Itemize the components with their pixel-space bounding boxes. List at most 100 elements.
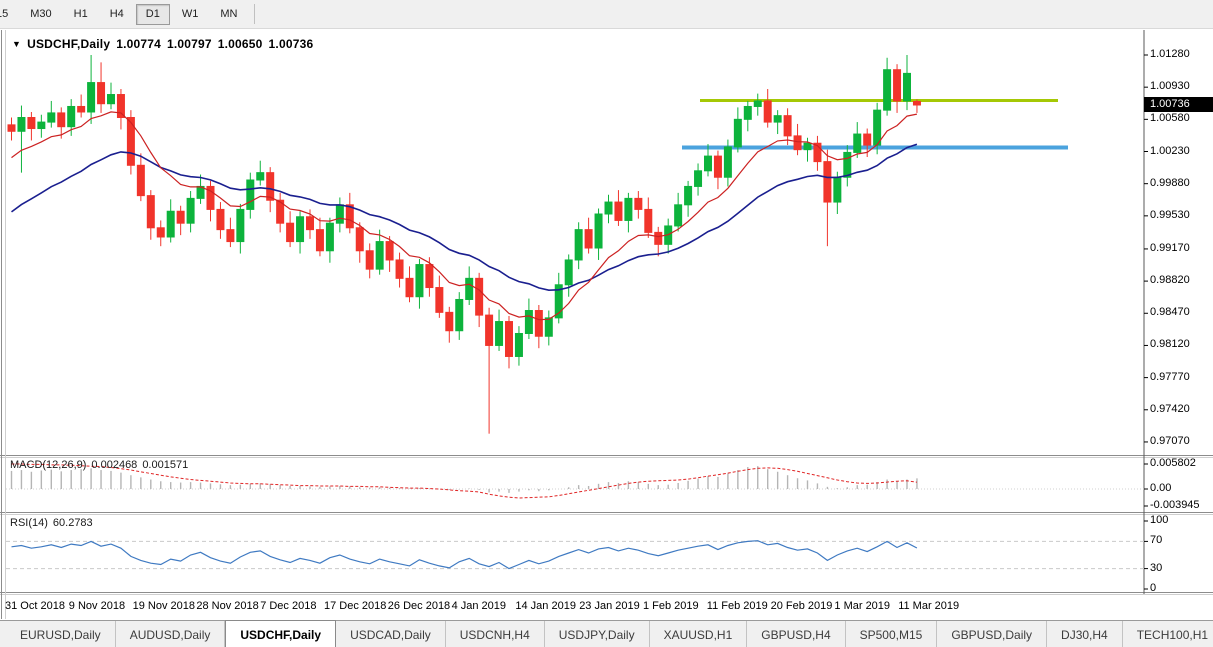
chart-tab-usdchf-daily[interactable]: USDCHF,Daily <box>225 620 337 647</box>
timeframe-button-w1[interactable]: W1 <box>181 8 199 20</box>
candle-body <box>116 94 125 119</box>
chart-header: ▼ USDCHF,Daily 1.00774 1.00797 1.00650 1… <box>12 37 313 51</box>
candle-body <box>713 155 722 178</box>
fast-moving-average-line[interactable] <box>11 111 918 321</box>
ohlc-open-value: 1.00774 <box>116 37 161 51</box>
chart-tab-dj30-h4[interactable]: DJ30,H4 <box>1047 621 1123 647</box>
candle-body <box>813 142 822 163</box>
candle-body <box>156 227 165 238</box>
chart-symbol-label: USDCHF,Daily <box>27 37 111 51</box>
candle-body <box>445 311 454 332</box>
candle-body <box>405 277 414 298</box>
candle-body <box>315 229 324 252</box>
chart-tab-tech100-h1[interactable]: TECH100,H1 <box>1123 621 1213 647</box>
price-axis-label: 0.99530 <box>1150 208 1190 221</box>
candle-body <box>395 259 404 279</box>
chart-tab-xauusd-h1[interactable]: XAUUSD,H1 <box>650 621 748 647</box>
candle-body <box>684 185 693 206</box>
chart-tab-sp500-m15[interactable]: SP500,M15 <box>846 621 938 647</box>
candle-body <box>17 117 26 132</box>
candle-body <box>564 259 573 286</box>
candle-body <box>465 277 474 300</box>
candle-body <box>136 164 145 197</box>
date-axis-label: 7 Dec 2018 <box>260 600 317 612</box>
candle-body <box>803 142 812 151</box>
candle-body <box>893 69 902 102</box>
candle-body <box>306 216 314 231</box>
candle-body <box>883 69 892 111</box>
timeframe-button-d1[interactable]: D1 <box>135 3 170 25</box>
candle-body <box>524 310 533 334</box>
price-axis-label: 0.97420 <box>1150 402 1190 415</box>
candle-body <box>475 277 484 316</box>
rsi-axis-label: 100 <box>1150 514 1169 526</box>
date-axis-label: 11 Mar 2019 <box>898 600 960 612</box>
candle-body <box>176 210 185 224</box>
rsi-axis-label: 70 <box>1150 534 1163 547</box>
candle-body <box>335 204 344 224</box>
rsi-title: RSI(14) <box>10 517 48 529</box>
timeframe-button-15[interactable]: 15 <box>0 8 9 20</box>
candle-body <box>146 195 155 229</box>
chart-tab-usdjpy-daily[interactable]: USDJPY,Daily <box>545 621 650 647</box>
price-axis-label: 1.00580 <box>1150 112 1190 125</box>
candle-body <box>37 121 46 130</box>
date-axis-label: 4 Jan 2019 <box>451 600 507 612</box>
ohlc-low-value: 1.00650 <box>217 37 263 51</box>
candle-body <box>27 117 36 130</box>
date-axis-label: 26 Dec 2018 <box>387 600 451 612</box>
timeframe-button-mn[interactable]: MN <box>220 8 238 20</box>
candle-body <box>783 115 792 137</box>
candle-body <box>624 197 633 221</box>
candle-body <box>793 135 802 151</box>
timeframe-button-h1[interactable]: H1 <box>73 8 88 20</box>
candle-body <box>534 310 543 337</box>
candle-body <box>674 204 683 227</box>
date-axis-label: 28 Nov 2018 <box>196 600 259 612</box>
candle-body <box>514 332 523 357</box>
candle-body <box>246 179 255 210</box>
chart-tab-gbpusd-h4[interactable]: GBPUSD,H4 <box>747 621 846 647</box>
candle-body <box>266 172 275 201</box>
chart-tab-eurusd-daily[interactable]: EURUSD,Daily <box>6 621 116 647</box>
candle-body <box>57 112 66 128</box>
timeframe-button-h4[interactable]: H4 <box>109 8 124 20</box>
chart-tab-usdcnh-h4[interactable]: USDCNH,H4 <box>446 621 545 647</box>
candle-body <box>276 199 285 224</box>
candle-body <box>385 241 394 261</box>
candle-body <box>286 222 295 243</box>
chart-tabs: EURUSD,Daily AUDUSD,Daily USDCHF,Daily USDC… <box>0 620 1213 647</box>
candle-body <box>365 250 374 270</box>
slow-moving-average-line[interactable] <box>11 143 918 292</box>
candle-body <box>823 161 832 203</box>
rsi-axis-label: 30 <box>1150 561 1163 574</box>
macd-signal-value: 0.001571 <box>142 459 189 471</box>
collapse-chart-icon[interactable]: ▼ <box>12 39 22 49</box>
candle-body <box>355 227 364 252</box>
candle-body <box>226 229 235 243</box>
timeframe-button-m30[interactable]: M30 <box>30 8 52 20</box>
candle-body <box>236 208 245 243</box>
candle-body <box>107 94 115 105</box>
candle-body <box>485 314 494 346</box>
candle-body <box>574 229 583 261</box>
candle-body <box>97 82 106 105</box>
rsi-indicator-label: RSI(14) 60.2783 <box>10 517 98 529</box>
candle-body <box>345 204 354 229</box>
candle-body <box>843 151 852 178</box>
price-axis-label: 0.97070 <box>1150 434 1190 447</box>
chart-tab-usdcad-daily[interactable]: USDCAD,Daily <box>336 621 446 647</box>
chart-tab-gbpusd-daily[interactable]: GBPUSD,Daily <box>937 621 1048 647</box>
candle-body <box>704 155 712 172</box>
candle-body <box>415 264 424 298</box>
macd-title: MACD(12,26,9) <box>10 459 87 471</box>
candle-body <box>654 231 663 245</box>
chart-tab-audusd-daily[interactable]: AUDUSD,Daily <box>116 621 226 647</box>
macd-signal-line <box>11 463 917 499</box>
candle-body <box>544 317 553 337</box>
candle-body <box>554 284 563 319</box>
candle-body <box>296 216 305 243</box>
price-axis-label: 0.99170 <box>1150 241 1190 254</box>
